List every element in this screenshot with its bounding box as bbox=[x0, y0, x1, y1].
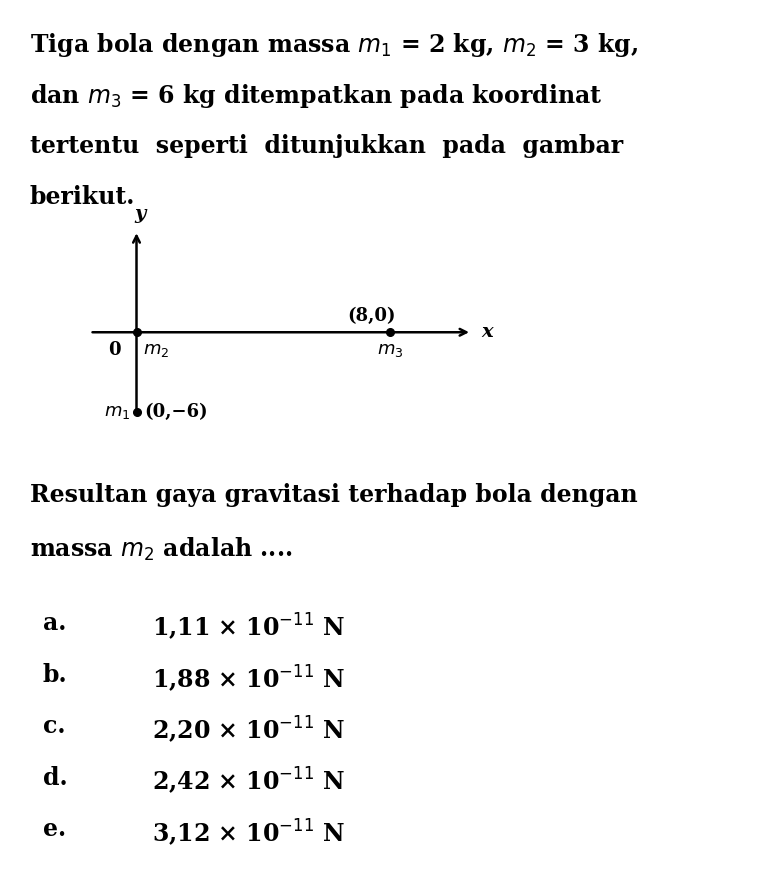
Text: $m_{2}$: $m_{2}$ bbox=[143, 341, 169, 359]
Text: 1,11 × 10$^{-11}$ N: 1,11 × 10$^{-11}$ N bbox=[152, 611, 346, 642]
Text: (0,−6): (0,−6) bbox=[144, 403, 208, 421]
Text: tertentu  seperti  ditunjukkan  pada  gambar: tertentu seperti ditunjukkan pada gambar bbox=[30, 134, 622, 158]
Text: (8,0): (8,0) bbox=[347, 307, 395, 325]
Text: 2,20 × 10$^{-11}$ N: 2,20 × 10$^{-11}$ N bbox=[152, 714, 346, 745]
Text: Tiga bola dengan massa $m_{1}$ = 2 kg, $m_{2}$ = 3 kg,: Tiga bola dengan massa $m_{1}$ = 2 kg, $… bbox=[30, 31, 638, 59]
Text: Resultan gaya gravitasi terhadap bola dengan: Resultan gaya gravitasi terhadap bola de… bbox=[30, 483, 637, 507]
Text: y: y bbox=[135, 206, 146, 223]
Text: $m_{3}$: $m_{3}$ bbox=[377, 341, 403, 359]
Text: e.: e. bbox=[43, 817, 66, 841]
Text: massa $m_{2}$ adalah ....: massa $m_{2}$ adalah .... bbox=[30, 536, 292, 563]
Text: a.: a. bbox=[43, 611, 66, 635]
Text: dan $m_{3}$ = 6 kg ditempatkan pada koordinat: dan $m_{3}$ = 6 kg ditempatkan pada koor… bbox=[30, 82, 602, 111]
Text: 3,12 × 10$^{-11}$ N: 3,12 × 10$^{-11}$ N bbox=[152, 817, 346, 848]
Text: 2,42 × 10$^{-11}$ N: 2,42 × 10$^{-11}$ N bbox=[152, 766, 346, 797]
Text: b.: b. bbox=[43, 663, 68, 687]
Text: d.: d. bbox=[43, 766, 68, 789]
Text: berikut.: berikut. bbox=[30, 185, 135, 209]
Text: x: x bbox=[481, 323, 493, 341]
Text: c.: c. bbox=[43, 714, 66, 738]
Text: 1,88 × 10$^{-11}$ N: 1,88 × 10$^{-11}$ N bbox=[152, 663, 346, 694]
Text: 0: 0 bbox=[108, 341, 121, 359]
Text: $m_{1}$: $m_{1}$ bbox=[104, 403, 130, 421]
